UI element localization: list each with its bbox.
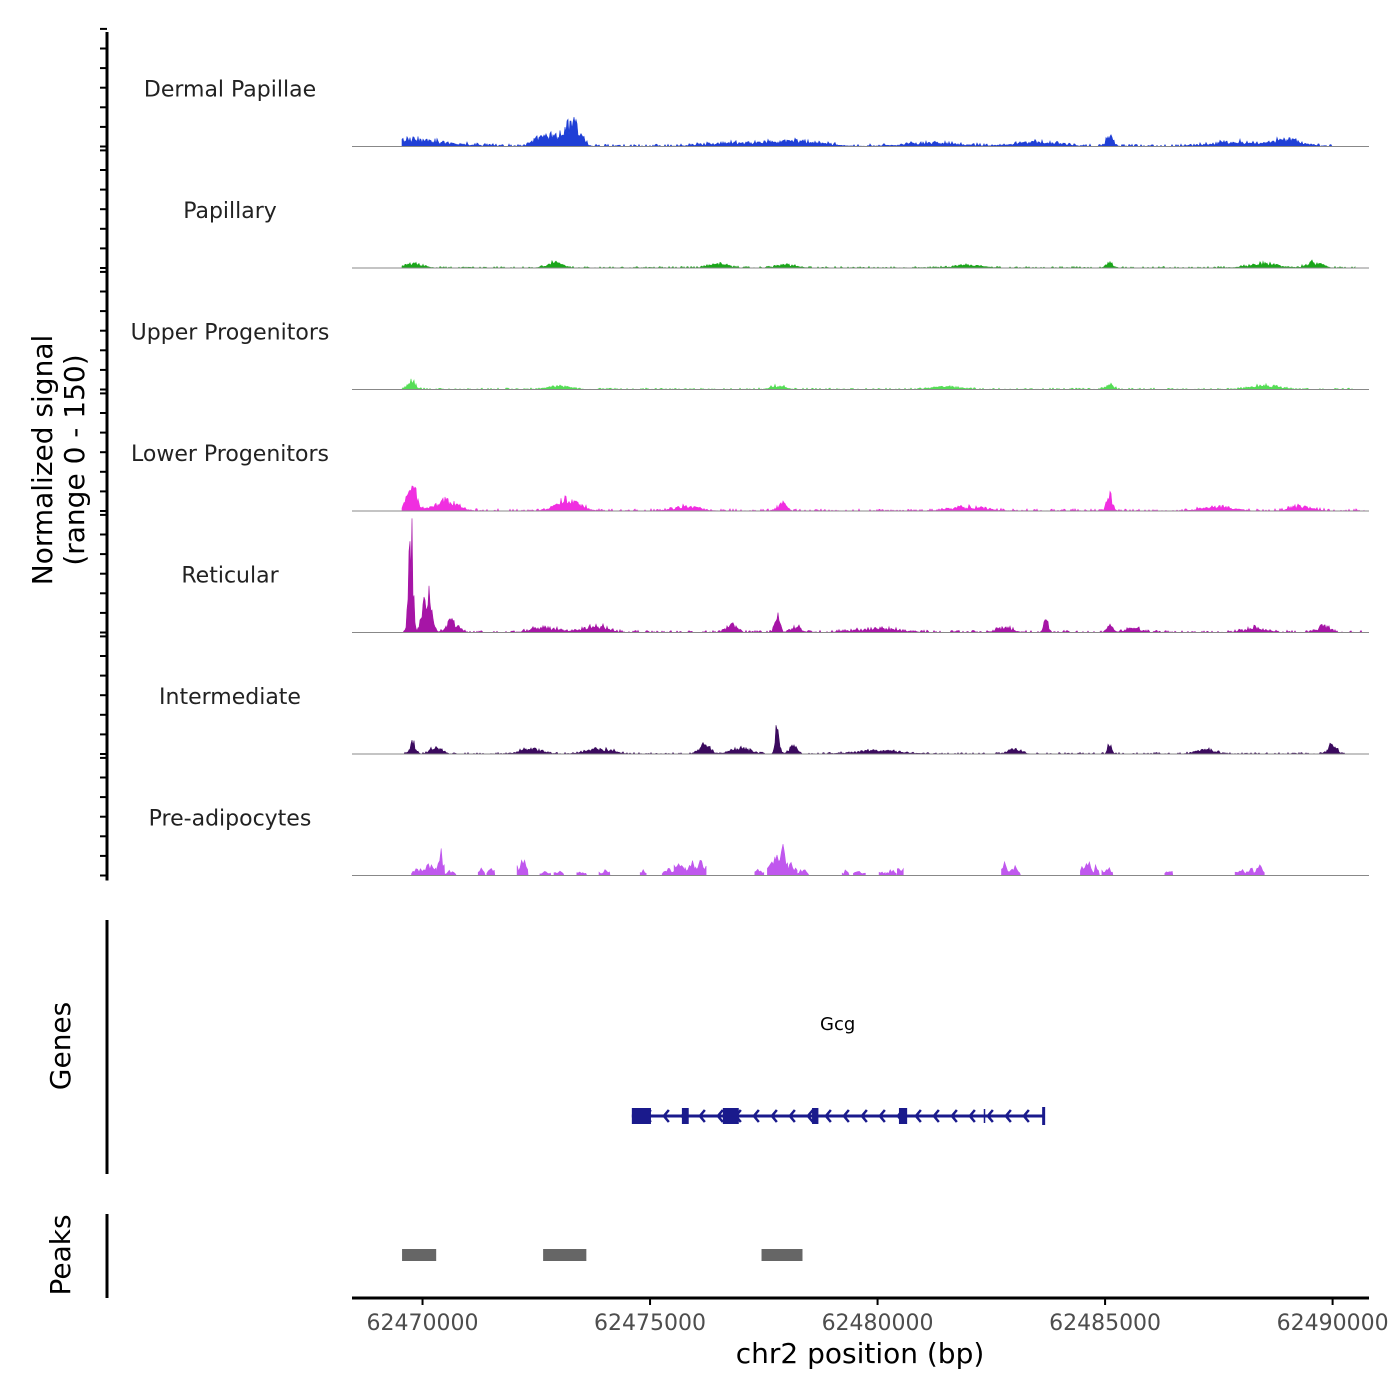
track-lower-progenitors: Lower Progenitors <box>131 442 1369 512</box>
coverage-area <box>401 378 1355 391</box>
coverage-tracks: Dermal Papillae Papillary Upper Progenitor… <box>131 78 1369 876</box>
peak-region <box>402 1249 437 1261</box>
coverage-area <box>401 259 1356 269</box>
y-axis-title-line1: Normalized signal <box>26 335 59 586</box>
track-reticular: Reticular <box>181 518 1369 634</box>
strand-arrow <box>1004 1109 1012 1123</box>
coverage-area <box>402 725 1346 755</box>
strand-arrow <box>932 1109 940 1123</box>
coverage-area <box>401 485 1365 512</box>
coverage-area <box>401 518 1363 634</box>
peak-region <box>761 1249 803 1261</box>
y-axis-title: Normalized signal (range 0 - 150) <box>26 335 91 586</box>
strand-arrow <box>878 1109 886 1123</box>
strand-arrow <box>860 1109 868 1123</box>
x-tick-label: 62485000 <box>1049 1311 1161 1336</box>
y-axis-title-line2: (range 0 - 150) <box>58 354 91 565</box>
strand-arrow <box>770 1109 778 1123</box>
gene-track <box>631 1107 1046 1125</box>
track-dermal-papillae: Dermal Papillae <box>144 78 1369 148</box>
strand-arrow <box>824 1109 832 1123</box>
track-label: Pre-adipocytes <box>149 807 312 832</box>
strand-arrow <box>950 1109 958 1123</box>
coverage-area <box>411 843 1265 876</box>
strand-arrow <box>914 1109 922 1123</box>
strand-arrow <box>968 1109 976 1123</box>
track-upper-progenitors: Upper Progenitors <box>131 321 1369 391</box>
strand-arrow <box>788 1109 796 1123</box>
track-pre-adipocytes: Pre-adipocytes <box>149 807 1369 876</box>
coverage-y-axis <box>100 27 109 881</box>
x-tick-label: 62480000 <box>822 1311 934 1336</box>
strand-arrow <box>842 1109 850 1123</box>
strand-arrow <box>698 1109 706 1123</box>
track-label: Intermediate <box>159 685 301 710</box>
gene-name-label: Gcg <box>820 1014 855 1035</box>
x-tick-label: 62470000 <box>367 1311 479 1336</box>
track-label: Reticular <box>181 564 279 589</box>
strand-arrow <box>986 1109 994 1123</box>
gene-exon <box>631 1108 651 1124</box>
x-axis-ticks: 62470000 62475000 62480000 62485000 62490000 <box>367 1298 1389 1336</box>
strand-arrow <box>752 1109 760 1123</box>
gene-exon <box>681 1108 689 1124</box>
strand-arrow <box>806 1109 814 1123</box>
track-label: Dermal Papillae <box>144 78 316 103</box>
gene-exon <box>722 1108 739 1124</box>
strand-arrow <box>662 1109 670 1123</box>
track-label: Lower Progenitors <box>131 442 329 467</box>
strand-arrow <box>716 1109 724 1123</box>
gene-exon <box>812 1108 819 1124</box>
peak-region <box>543 1249 587 1261</box>
coverage-area <box>401 117 1342 148</box>
peak-track <box>402 1249 803 1261</box>
gene-exon <box>898 1108 908 1124</box>
x-tick-label: 62490000 <box>1277 1311 1389 1336</box>
peaks-panel-label: Peaks <box>44 1214 77 1295</box>
strand-arrow <box>1022 1109 1030 1123</box>
track-label: Papillary <box>183 199 277 224</box>
x-axis-title: chr2 position (bp) <box>736 1337 985 1370</box>
x-tick-label: 62475000 <box>594 1311 706 1336</box>
genes-panel-label: Genes <box>44 1002 77 1090</box>
track-label: Upper Progenitors <box>131 321 330 346</box>
track-papillary: Papillary <box>183 199 1369 269</box>
track-intermediate: Intermediate <box>159 685 1369 755</box>
